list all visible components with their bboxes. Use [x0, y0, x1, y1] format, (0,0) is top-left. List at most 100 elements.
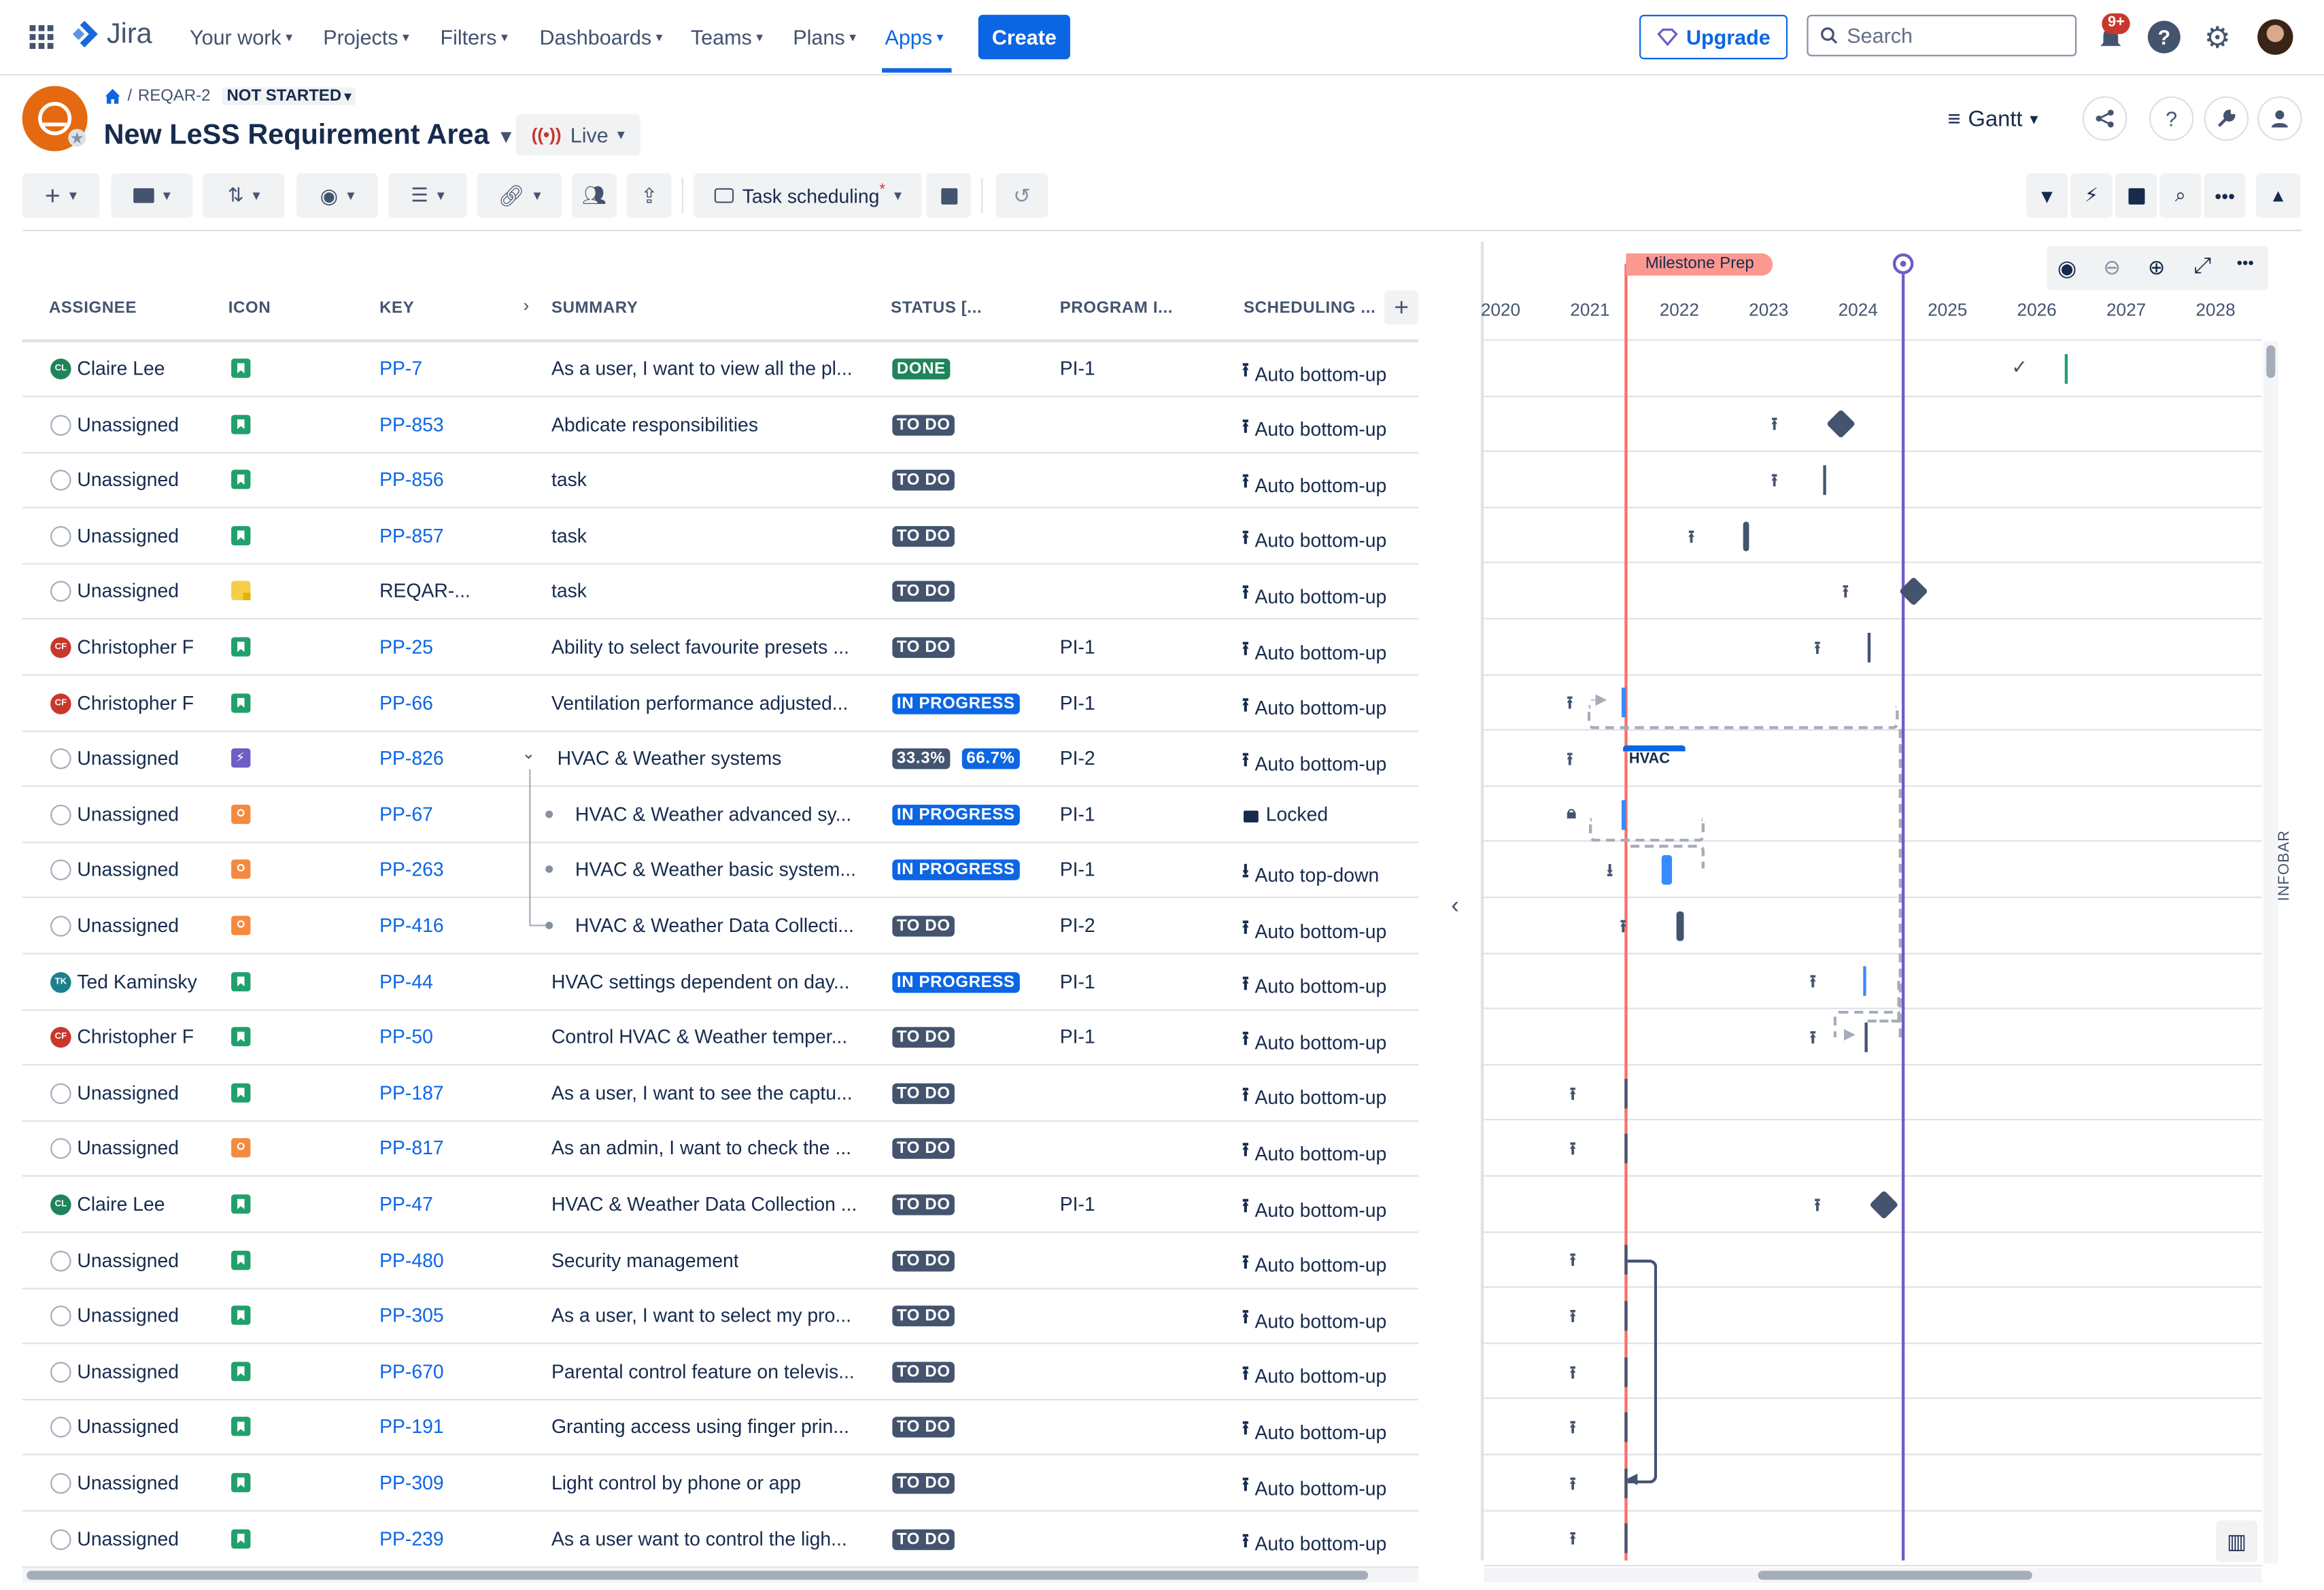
grid-horizontal-scrollbar[interactable] [22, 1568, 1419, 1583]
milestone-diamond[interactable] [1869, 1190, 1899, 1220]
program-increment[interactable]: PI-1 [1059, 803, 1095, 825]
scheduling-mode[interactable]: ⭱ Auto bottom-up [1242, 1193, 1386, 1226]
issue-summary[interactable]: Ventilation performance adjusted... [551, 691, 849, 714]
target-icon[interactable]: ◉ [2057, 256, 2077, 282]
gantt-bar[interactable] [1624, 1301, 1628, 1331]
column-header-icon[interactable]: ICON [228, 299, 271, 317]
issue-key-link[interactable]: PP-856 [379, 468, 444, 491]
assignee-name[interactable]: Unassigned [77, 1527, 180, 1550]
create-button[interactable]: Create [978, 14, 1070, 60]
issue-key-link[interactable]: PP-670 [379, 1360, 444, 1383]
table-row[interactable]: Unassigned REQAR-... task TO DO ⭱ Auto bottom… [22, 564, 1419, 621]
assignee-name[interactable]: Unassigned [77, 859, 180, 881]
issue-summary[interactable]: HVAC & Weather Data Collection ... [551, 1192, 857, 1215]
issue-key-link[interactable]: PP-187 [379, 1081, 444, 1104]
status-badge[interactable]: TO DO [892, 1305, 955, 1327]
nav-plans[interactable]: Plans ▾ [793, 25, 857, 49]
wrench-icon[interactable] [2204, 96, 2249, 141]
program-increment[interactable]: PI-2 [1059, 914, 1095, 937]
table-row[interactable]: CF Christopher F PP-66 Ventilation performa… [22, 675, 1419, 732]
gantt-bar[interactable] [1624, 1245, 1628, 1275]
assignee-name[interactable]: Unassigned [77, 1360, 180, 1383]
table-row[interactable]: Unassigned PP-670 Parental control feature… [22, 1344, 1419, 1400]
folder-button[interactable]: ▾ [111, 173, 193, 218]
nav-apps[interactable]: Apps ▾ [885, 25, 944, 49]
table-row[interactable]: Unassigned PP-67 HVAC & Weather advanced s… [22, 768, 1419, 843]
table-row[interactable]: Unassigned PP-187 As a user, I want to see… [22, 1065, 1419, 1122]
scheduling-mode[interactable]: ⭱ Auto bottom-up [1242, 524, 1386, 557]
user-icon[interactable] [2257, 96, 2302, 141]
issue-summary[interactable]: As a user, I want to see the captu... [551, 1081, 853, 1104]
assignee-name[interactable]: Christopher F [77, 691, 194, 714]
status-badge[interactable]: TO DO [892, 414, 955, 436]
sort-button[interactable]: ⇅ ▾ [203, 173, 285, 218]
zoom-out-icon[interactable]: ⊖ [2103, 254, 2121, 279]
assignee-name[interactable]: Unassigned [77, 1471, 180, 1494]
milestone-diamond[interactable] [1826, 409, 1856, 439]
jira-logo[interactable]: Jira [69, 19, 152, 52]
calendar-button[interactable] [2115, 173, 2157, 218]
assignee-name[interactable]: Claire Lee [77, 1192, 165, 1215]
nav-teams[interactable]: Teams ▾ [690, 25, 764, 49]
scheduling-mode[interactable]: ⭱ Auto bottom-up [1242, 1082, 1386, 1114]
scheduling-mode[interactable]: ⭱ Auto bottom-up [1242, 1249, 1386, 1281]
chevron-down-icon[interactable]: ⌄ [522, 745, 536, 764]
assignee-name[interactable]: Christopher F [77, 1025, 194, 1048]
gantt-bar[interactable] [1743, 521, 1749, 551]
scheduling-mode[interactable]: ⭱ Auto bottom-up [1242, 1527, 1386, 1560]
status-badge[interactable]: TO DO [892, 1083, 955, 1104]
scheduling-mode[interactable]: ⭱ Auto bottom-up [1242, 1137, 1386, 1170]
table-row[interactable]: CF Christopher F PP-50 Control HVAC & Weath… [22, 1009, 1419, 1066]
column-header-program-increment[interactable]: PROGRAM I... [1059, 299, 1174, 317]
scheduling-mode[interactable]: ⭱ Auto bottom-up [1242, 1472, 1386, 1504]
view-options-button[interactable]: ◉ ▾ [296, 173, 378, 218]
nav-filters[interactable]: Filters ▾ [440, 25, 508, 49]
issue-summary[interactable]: Ability to select favourite presets ... [551, 636, 849, 658]
breadcrumb-key[interactable]: REQAR-2 [137, 87, 211, 105]
assignee-name[interactable]: Unassigned [77, 1415, 180, 1438]
live-mode-button[interactable]: ((•)) Live ▾ [515, 114, 640, 156]
issue-key-link[interactable]: REQAR-... [379, 580, 471, 602]
assignee-name[interactable]: Unassigned [77, 1304, 180, 1327]
project-avatar[interactable] [22, 86, 88, 152]
gantt-horizontal-scrollbar[interactable] [1484, 1568, 2262, 1583]
table-row[interactable]: Unassigned PP-853 Abdicate responsibilitie… [22, 396, 1419, 453]
program-increment[interactable]: PI-1 [1059, 357, 1095, 380]
table-row[interactable]: Unassigned PP-856 task TO DO ⭱ Auto bottom-up [22, 452, 1419, 509]
status-badge[interactable]: TO DO [892, 1361, 955, 1383]
table-row[interactable]: CL Claire Lee PP-47 HVAC & Weather Data Col… [22, 1177, 1419, 1233]
save-button[interactable] [926, 173, 971, 218]
assignee-name[interactable]: Unassigned [77, 1137, 180, 1160]
scheduling-mode[interactable]: ⭱ Auto bottom-up [1242, 636, 1386, 668]
table-row[interactable]: Unassigned PP-480 Security management TO DO… [22, 1232, 1419, 1289]
issue-summary[interactable]: task [551, 524, 587, 547]
issue-key-link[interactable]: PP-47 [379, 1192, 433, 1215]
issue-summary[interactable]: As a user, I want to select my pro... [551, 1304, 852, 1327]
gantt-bar[interactable] [1624, 1412, 1628, 1442]
issue-key-link[interactable]: PP-309 [379, 1471, 444, 1494]
scheduling-mode[interactable]: ⭱ Auto bottom-up [1242, 1416, 1386, 1449]
assignee-name[interactable]: Unassigned [77, 468, 180, 491]
search-input[interactable]: Search [1807, 14, 2077, 56]
assignee-name[interactable]: Unassigned [77, 747, 180, 770]
issue-summary[interactable]: As a user, I want to view all the pl... [551, 357, 853, 380]
status-badge[interactable]: TO DO [892, 637, 955, 658]
gantt-bar[interactable] [1863, 967, 1866, 997]
table-row[interactable]: Unassigned PP-857 task TO DO ⭱ Auto bottom-up [22, 508, 1419, 565]
status-badge[interactable]: TO DO [892, 1027, 955, 1048]
table-row[interactable]: Unassigned PP-263 HVAC & Weather basic sys… [22, 824, 1419, 899]
scheduling-mode[interactable]: ⭳ Auto top-down [1242, 859, 1379, 891]
gantt-bar[interactable] [1621, 688, 1626, 718]
issue-key-link[interactable]: PP-305 [379, 1304, 444, 1327]
notifications-button[interactable]: 9+ [2094, 13, 2131, 54]
column-header-assignee[interactable]: ASSIGNEE [48, 299, 137, 317]
table-row[interactable]: Unassigned PP-191 Granting access using fi… [22, 1400, 1419, 1456]
scheduling-mode[interactable]: Locked [1242, 803, 1328, 825]
table-row[interactable]: Unassigned ⚡︎ PP-826 ⌄ HVAC & Weather system… [22, 731, 1419, 787]
status-badge[interactable]: TO DO [892, 581, 955, 602]
assignee-name[interactable]: Unassigned [77, 1248, 180, 1271]
program-increment[interactable]: PI-1 [1059, 970, 1095, 992]
gantt-bar[interactable] [1676, 911, 1684, 941]
issue-summary[interactable]: HVAC settings dependent on day... [551, 970, 850, 992]
assignee-name[interactable]: Christopher F [77, 636, 194, 658]
